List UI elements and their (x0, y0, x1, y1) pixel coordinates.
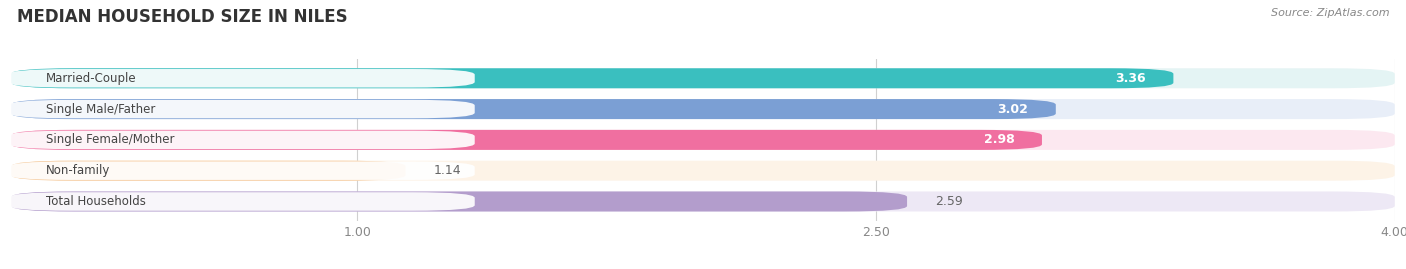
Text: 2.59: 2.59 (935, 195, 963, 208)
Text: 2.98: 2.98 (984, 133, 1014, 146)
FancyBboxPatch shape (11, 192, 907, 211)
Text: Non-family: Non-family (46, 164, 110, 177)
FancyBboxPatch shape (8, 69, 475, 87)
Text: 3.02: 3.02 (997, 102, 1028, 116)
Text: Married-Couple: Married-Couple (46, 72, 136, 85)
FancyBboxPatch shape (8, 192, 475, 211)
FancyBboxPatch shape (11, 99, 1395, 119)
FancyBboxPatch shape (11, 99, 1056, 119)
Text: Total Households: Total Households (46, 195, 146, 208)
Text: Source: ZipAtlas.com: Source: ZipAtlas.com (1271, 8, 1389, 18)
FancyBboxPatch shape (8, 131, 475, 149)
FancyBboxPatch shape (11, 161, 1395, 181)
Text: Single Male/Father: Single Male/Father (46, 102, 155, 116)
FancyBboxPatch shape (8, 161, 475, 180)
FancyBboxPatch shape (8, 100, 475, 118)
FancyBboxPatch shape (11, 130, 1395, 150)
Text: 3.36: 3.36 (1115, 72, 1146, 85)
FancyBboxPatch shape (11, 68, 1174, 88)
FancyBboxPatch shape (11, 192, 1395, 211)
FancyBboxPatch shape (11, 68, 1395, 88)
Text: Single Female/Mother: Single Female/Mother (46, 133, 174, 146)
FancyBboxPatch shape (11, 161, 405, 181)
Text: MEDIAN HOUSEHOLD SIZE IN NILES: MEDIAN HOUSEHOLD SIZE IN NILES (17, 8, 347, 26)
Text: 1.14: 1.14 (433, 164, 461, 177)
FancyBboxPatch shape (11, 130, 1042, 150)
